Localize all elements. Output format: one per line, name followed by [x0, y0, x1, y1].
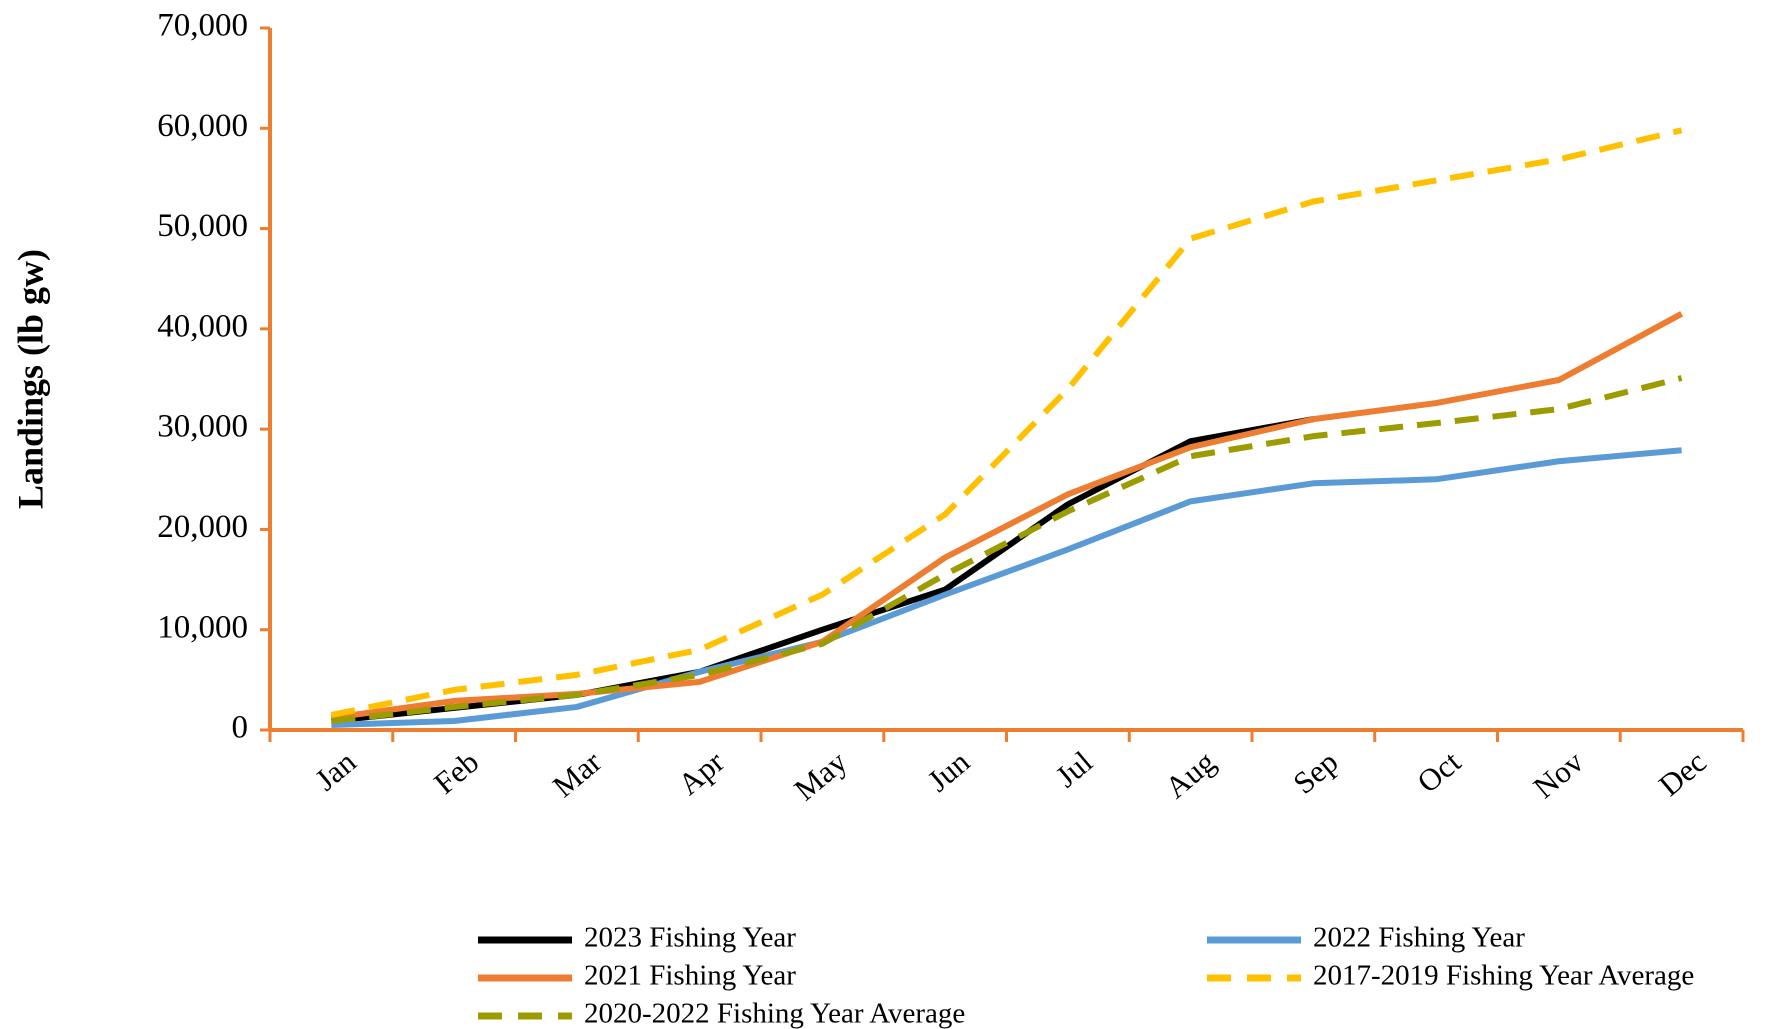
y-tick-label: 0 — [232, 710, 249, 746]
y-axis-label: Landings (lb gw) — [10, 249, 50, 509]
legend-label: 2017-2019 Fishing Year Average — [1313, 960, 1694, 992]
x-tick-label: Oct — [1410, 744, 1467, 800]
x-tick-label: Jul — [1049, 744, 1099, 794]
legend-label: 2023 Fishing Year — [584, 922, 796, 954]
legend-label: 2020-2022 Fishing Year Average — [584, 998, 965, 1029]
series-line — [330, 311, 1684, 721]
x-tick-label: Feb — [427, 744, 485, 801]
x-tick-label: Jun — [921, 744, 977, 799]
x-tick-label: Dec — [1652, 744, 1713, 803]
y-tick-label: 60,000 — [157, 108, 248, 144]
legend-label: 2022 Fishing Year — [1313, 922, 1525, 954]
series-line — [331, 447, 1682, 728]
x-tick-label: Mar — [546, 744, 609, 804]
legend-label: 2021 Fishing Year — [584, 960, 796, 992]
y-tick-label: 40,000 — [157, 308, 248, 344]
x-tick-label: Jan — [308, 744, 363, 798]
x-tick-label: Aug — [1158, 744, 1221, 805]
series-line — [330, 127, 1683, 718]
x-tick-label: Sep — [1286, 744, 1344, 801]
y-tick-label: 70,000 — [157, 8, 248, 44]
y-tick-label: 20,000 — [157, 509, 248, 545]
y-tick-label: 50,000 — [157, 208, 248, 244]
y-tick-label: 10,000 — [157, 609, 248, 645]
x-tick-label: Apr — [671, 744, 731, 802]
series-line — [331, 375, 1683, 724]
x-tick-label: Nov — [1527, 744, 1591, 805]
y-tick-label: 30,000 — [157, 409, 248, 445]
x-tick-label: May — [787, 744, 853, 808]
